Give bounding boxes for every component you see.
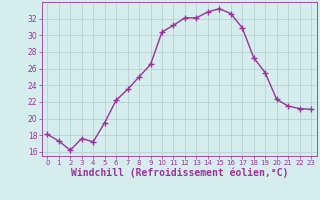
X-axis label: Windchill (Refroidissement éolien,°C): Windchill (Refroidissement éolien,°C) (70, 168, 288, 178)
